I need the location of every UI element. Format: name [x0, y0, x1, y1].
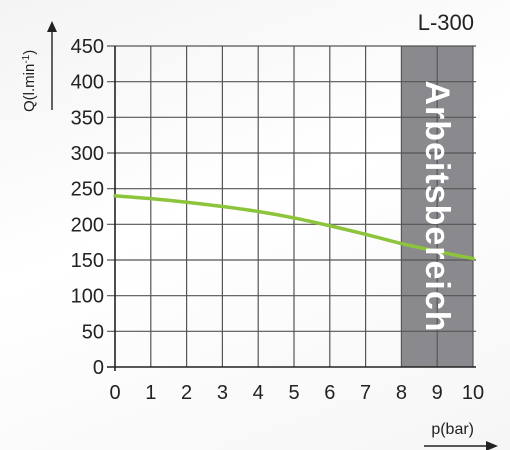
x-tick-label: 6 — [324, 382, 335, 404]
y-tick-label: 200 — [71, 214, 104, 236]
data-point — [364, 233, 367, 236]
x-tick-label: 8 — [396, 382, 407, 404]
data-point — [149, 197, 152, 200]
x-axis-arrow-head — [486, 441, 498, 450]
data-point — [400, 242, 403, 245]
x-tick-label: 2 — [181, 382, 192, 404]
x-tick-label: 9 — [432, 382, 443, 404]
y-tick-label: 450 — [71, 36, 104, 58]
data-point — [113, 194, 116, 197]
y-tick-label: 50 — [82, 321, 104, 343]
y-axis-arrow-head — [47, 21, 57, 32]
y-tick-label: 100 — [71, 286, 104, 308]
x-tick-label: 1 — [145, 382, 156, 404]
data-point — [471, 257, 474, 260]
data-point — [221, 205, 224, 208]
x-axis-label: p(bar) — [431, 421, 474, 438]
x-tick-label: 4 — [253, 382, 264, 404]
y-tick-label: 150 — [71, 250, 104, 272]
data-point — [328, 224, 331, 227]
y-tick-label: 400 — [71, 72, 104, 94]
x-tick-label: 10 — [462, 382, 484, 404]
y-axis-label: Q(l.min-1) — [21, 50, 39, 112]
data-point — [257, 210, 260, 213]
x-tick-label: 3 — [217, 382, 228, 404]
series-line — [113, 194, 475, 261]
y-tick-label: 250 — [71, 179, 104, 201]
data-point — [292, 216, 295, 219]
x-tick-label: 0 — [109, 382, 120, 404]
y-tick-label: 350 — [71, 107, 104, 129]
y-tick-label: 0 — [93, 357, 104, 379]
y-tick-label: 300 — [71, 143, 104, 165]
chart-title: L-300 — [418, 10, 474, 35]
working-range-label: Arbeitsbereich — [418, 80, 456, 332]
x-tick-label: 7 — [360, 382, 371, 404]
x-tick-label: 5 — [288, 382, 299, 404]
data-point — [185, 201, 188, 204]
